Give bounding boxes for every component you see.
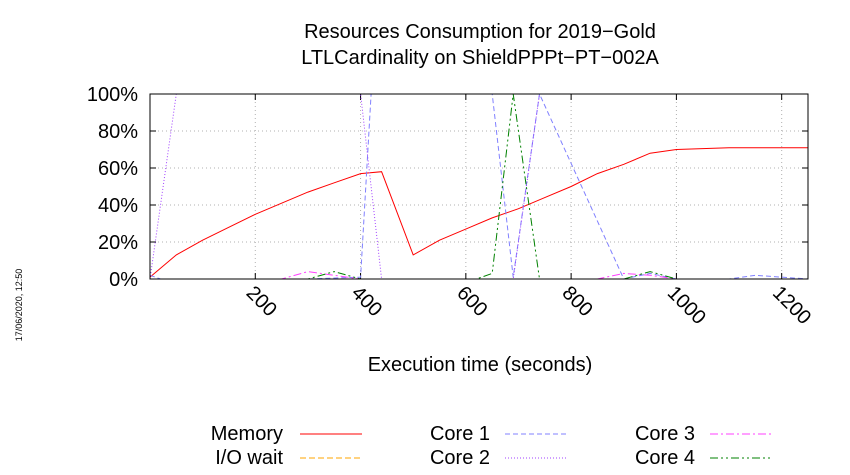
y-tick-label: 40% (98, 195, 138, 217)
y-tick-label: 100% (87, 84, 138, 106)
chart-title-line-1: Resources Consumption for 2019−Gold (304, 21, 656, 43)
plot-border (149, 93, 809, 280)
legend-label: Core 3 (635, 423, 695, 445)
y-tick-label: 0% (109, 269, 138, 291)
series-line-memory (149, 147, 808, 278)
series-line-core-1 (149, 92, 809, 280)
x-tick-label: 200 (242, 282, 281, 321)
x-tick-label: 1200 (768, 282, 815, 329)
x-tick-label: 600 (452, 282, 491, 321)
grid (150, 93, 808, 280)
legend-label: Core 2 (430, 447, 490, 469)
x-axis: 200 400 600 800 1000 1200 (242, 94, 815, 329)
y-tick-label: 60% (98, 158, 138, 180)
x-tick-label: 1000 (663, 282, 710, 329)
series-lines (149, 92, 809, 280)
legend-label: Core 4 (635, 447, 695, 469)
legend-label: I/O wait (215, 447, 283, 469)
y-tick-label: 80% (98, 121, 138, 143)
series-line-core-4 (150, 93, 808, 280)
y-tick-label: 20% (98, 232, 138, 254)
y-axis: 0% 20% 40% 60% 80% 100% (87, 84, 808, 291)
series-line-core-3 (150, 271, 808, 280)
series-line-core-2 (149, 93, 808, 280)
x-tick-label: 800 (558, 282, 597, 321)
timestamp: 17/06/2020, 12:50 (14, 269, 24, 342)
chart-title-line-2: LTLCardinality on ShieldPPPt−PT−002A (301, 47, 659, 69)
legend-label: Core 1 (430, 423, 490, 445)
x-axis-label: Execution time (seconds) (368, 354, 593, 376)
x-tick-label: 400 (347, 282, 386, 321)
legend-label: Memory (211, 423, 283, 445)
